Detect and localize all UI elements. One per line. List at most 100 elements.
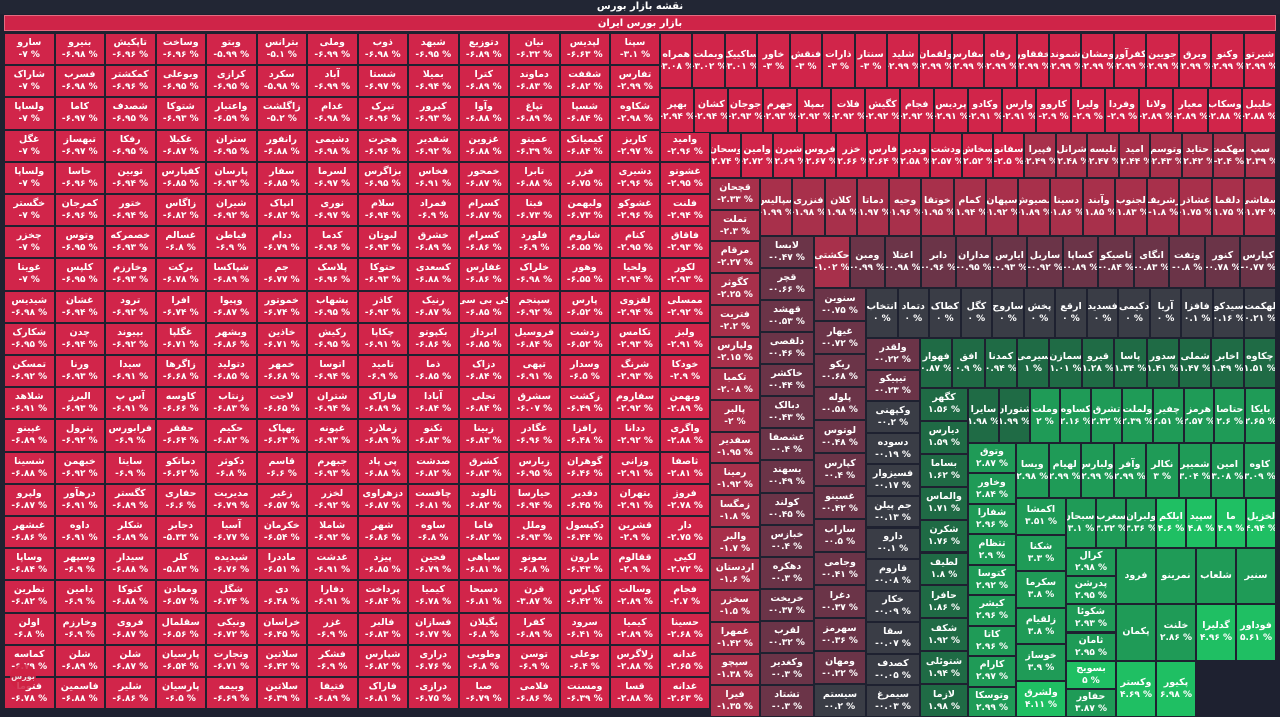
stock-tile[interactable]: حفاری -۶.۶ %	[155, 483, 206, 516]
stock-tile[interactable]: شتوئلی ۱.۹۴ %	[920, 651, 968, 685]
stock-tile[interactable]: آریا ۰ %	[1149, 288, 1182, 338]
stock-tile[interactable]: غشصفا -۰.۴ %	[760, 428, 814, 461]
stock-tile[interactable]: وحیه -۱.۹۶ %	[889, 178, 922, 236]
stock-tile[interactable]: شملی ۱.۴۷ %	[1178, 338, 1212, 388]
stock-tile[interactable]: انگای -۰.۸۳ %	[1133, 236, 1170, 288]
stock-tile[interactable]: دکپسول -۶.۴۴ %	[559, 516, 610, 549]
stock-tile[interactable]: شکلر -۶.۸۹ %	[105, 516, 156, 549]
stock-tile[interactable]: وطوبی -۶.۸ %	[458, 644, 509, 677]
stock-tile[interactable]: وبشهر -۶.۸۶ %	[206, 322, 257, 355]
stock-tile[interactable]: ولبز -۲.۹۱ %	[660, 322, 710, 355]
stock-tile[interactable]: وخارزم -۶.۹۳ %	[105, 258, 156, 291]
stock-tile[interactable]: سیدا -۶.۹۱ %	[105, 355, 156, 388]
stock-tile[interactable]: تفارس -۲.۹۹ %	[610, 65, 660, 98]
stock-tile[interactable]: رمینا -۱.۹۲ %	[710, 463, 760, 496]
stock-tile[interactable]: فخاس -۶.۹۱ %	[408, 161, 459, 194]
stock-tile[interactable]: دسبحان۳.۱ %	[1066, 498, 1096, 548]
stock-tile[interactable]: پدرشن ۲.۹۵ %	[1066, 576, 1116, 605]
stock-tile[interactable]: ساربل -۰.۹۲ %	[1027, 236, 1063, 288]
stock-tile[interactable]: ققالوم -۲.۹ %	[610, 548, 660, 581]
stock-tile[interactable]: وکنو -۲.۹۹ %	[1211, 33, 1244, 88]
stock-tile[interactable]: دکوثر -۶.۸ %	[206, 451, 257, 484]
stock-tile[interactable]: غسینو -۰.۴۲ %	[814, 486, 866, 519]
stock-tile[interactable]: جهرم -۲.۹۳ %	[762, 88, 797, 133]
stock-tile[interactable]: فرابورس -۶.۹ %	[105, 419, 156, 452]
stock-tile[interactable]: ددام -۶.۷۹ %	[256, 226, 307, 259]
stock-tile[interactable]: زاگلشت -۵.۲ %	[256, 97, 307, 130]
stock-tile[interactable]: قشرین -۲.۹ %	[610, 516, 660, 549]
stock-tile[interactable]: آباد -۶.۹۹ %	[307, 65, 358, 98]
stock-tile[interactable]: فتریت -۲.۲ %	[710, 304, 760, 337]
stock-tile[interactable]: کیمیا -۲.۸۹ %	[610, 612, 660, 645]
stock-tile[interactable]: خبازس -۰.۴ %	[760, 524, 814, 557]
stock-tile[interactable]: مرقام -۲.۲۷ %	[710, 241, 760, 274]
stock-tile[interactable]: نیان -۶.۳۲ %	[509, 33, 560, 66]
stock-tile[interactable]: دجابر -۵.۳۳ %	[155, 516, 206, 549]
stock-tile[interactable]: شاملا -۶.۹۲ %	[307, 516, 358, 549]
stock-tile[interactable]: پرداخت -۶.۸۴ %	[357, 580, 408, 613]
stock-tile[interactable]: خکرمان -۶.۵۴ %	[256, 516, 307, 549]
stock-tile[interactable]: وملت ۲ %	[1029, 388, 1061, 443]
stock-tile[interactable]: وتوسم-۲.۴۳ %	[1150, 133, 1182, 178]
stock-tile[interactable]: غزوین -۶.۸۸ %	[458, 129, 509, 162]
stock-tile[interactable]: تمسکن -۶.۹۲ %	[4, 355, 55, 388]
stock-tile[interactable]: نوری -۶.۹۷ %	[307, 194, 358, 227]
stock-tile[interactable]: ولساپا -۷ %	[4, 97, 55, 130]
stock-tile[interactable]: کی بی سی -۶.۸۵ %	[458, 290, 509, 323]
stock-tile[interactable]: کصدف -۰.۰۵ %	[866, 653, 920, 686]
stock-tile[interactable]: معیار -۲.۸۹ %	[1173, 88, 1208, 133]
stock-tile[interactable]: خریخت -۰.۳۷ %	[760, 588, 814, 621]
stock-tile[interactable]: هرمز ۲.۵۷ %	[1183, 388, 1215, 443]
stock-tile[interactable]: افرا -۶.۷۴ %	[155, 290, 206, 323]
stock-tile[interactable]: سپنجم -۶.۹۲ %	[509, 290, 560, 323]
stock-tile[interactable]: شکارک -۶.۹۵ %	[4, 322, 55, 355]
stock-tile[interactable]: فلنت -۲.۹۴ %	[660, 194, 710, 227]
stock-tile[interactable]: دشیری -۲.۹۶ %	[610, 161, 660, 194]
stock-tile[interactable]: دلقما -۱.۷۵ %	[1211, 178, 1244, 236]
stock-tile[interactable]: وسکاب -۲.۸۸ %	[1207, 88, 1242, 133]
stock-tile[interactable]: قاسم -۶.۶ %	[256, 451, 307, 484]
stock-tile[interactable]: والماس ۱.۷۱ %	[920, 486, 968, 520]
stock-tile[interactable]: سفار -۶.۸۵ %	[256, 161, 307, 194]
stock-tile[interactable]: شفدیر -۶.۹۲ %	[408, 129, 459, 162]
stock-tile[interactable]: فجام -۲.۹۲ %	[899, 88, 934, 133]
stock-tile[interactable]: سیرمی ۱ %	[1017, 338, 1050, 388]
stock-tile[interactable]: سقلمال -۶.۵۶ %	[155, 612, 206, 645]
stock-tile[interactable]: شکف ۱.۹۲ %	[920, 618, 968, 652]
stock-tile[interactable]: وکادو -۲.۹۱ %	[968, 88, 1003, 133]
stock-tile[interactable]: واگری -۲.۸۸ %	[660, 419, 710, 452]
stock-tile[interactable]: حکیم -۶.۸۲ %	[206, 419, 257, 452]
stock-tile[interactable]: قیرو ۱.۲۸ %	[1081, 338, 1115, 388]
stock-tile[interactable]: دراری -۶.۷۶ %	[408, 644, 459, 677]
stock-tile[interactable]: کنور -۰.۷۸ %	[1204, 236, 1241, 288]
stock-tile[interactable]: سایتا -۶.۹ %	[105, 451, 156, 484]
stock-tile[interactable]: کاوه ۳.۰۹ %	[1243, 443, 1276, 498]
stock-tile[interactable]: اکمشا ۳.۵۱ %	[1016, 498, 1066, 535]
stock-tile[interactable]: شپدیده -۶.۷۶ %	[206, 548, 257, 581]
stock-tile[interactable]: دتماد ۰ %	[897, 288, 930, 338]
stock-tile[interactable]: پردیس -۲.۹۱ %	[933, 88, 968, 133]
stock-tile[interactable]: سپاهی -۶.۸۱ %	[458, 548, 509, 581]
stock-tile[interactable]: وبهمن -۲.۸۹ %	[660, 387, 710, 420]
stock-tile[interactable]: سیستم -۰.۲ %	[814, 684, 866, 717]
stock-tile[interactable]: شلعاب	[1196, 548, 1236, 605]
stock-tile[interactable]: سایرا ۱.۹۸ %	[968, 388, 999, 443]
stock-tile[interactable]: شیدیس -۶.۹۸ %	[4, 290, 55, 323]
market-header[interactable]: بازار بورس ایران	[4, 15, 1276, 31]
stock-tile[interactable]: اردستان -۱.۶ %	[710, 558, 760, 591]
stock-tile[interactable]: واعتبار -۶.۵۹ %	[206, 97, 257, 130]
stock-tile[interactable]: ساوه -۶.۸ %	[408, 516, 459, 549]
stock-tile[interactable]: دهکره -۰.۳ %	[760, 556, 814, 589]
stock-tile[interactable]: شهر -۶.۸۶ %	[357, 516, 408, 549]
stock-tile[interactable]: شتوران۱.۹۹ %	[998, 388, 1030, 443]
stock-tile[interactable]: آولبارس۲.۹۹ %	[1081, 443, 1114, 498]
stock-tile[interactable]: کپرور -۶.۹۳ %	[408, 97, 459, 130]
stock-tile[interactable]: لسرما -۶.۹۷ %	[307, 161, 358, 194]
stock-tile[interactable]: سفدیر -۱.۹۵ %	[710, 431, 760, 464]
stock-tile[interactable]: خزر-۲.۶۶ %	[835, 133, 868, 178]
stock-tile[interactable]: کلان -۱.۹۸ %	[824, 178, 857, 236]
stock-tile[interactable]: کمکشتر -۶.۹۶ %	[105, 65, 156, 98]
stock-tile[interactable]: زدشت -۶.۵۲ %	[559, 322, 610, 355]
stock-tile[interactable]: حتاید-۲.۴۲ %	[1181, 133, 1214, 178]
stock-tile[interactable]: پلاسک -۶.۹۶ %	[307, 258, 358, 291]
